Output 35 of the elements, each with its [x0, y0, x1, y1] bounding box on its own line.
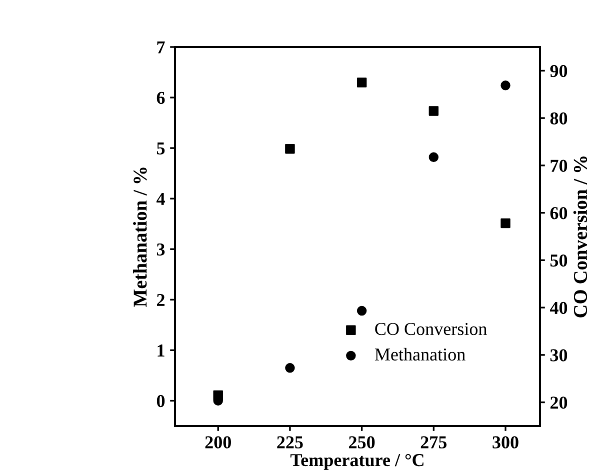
y-tick-label: 0	[156, 394, 165, 408]
y2-tick-label: 80	[550, 112, 568, 125]
point	[428, 106, 439, 116]
y2-tick-label: 50	[550, 254, 568, 267]
x-tick-label: 200	[205, 436, 231, 448]
point	[500, 80, 510, 90]
point	[428, 152, 439, 162]
y2-tick-label: 60	[550, 207, 568, 220]
y-tick-label: 5	[156, 142, 165, 155]
point	[213, 390, 223, 400]
y2-tick-label: 40	[550, 302, 568, 314]
y-tick-label: 3	[156, 243, 165, 256]
x-tick-label: 250	[349, 436, 375, 448]
y2-tick-label: 30	[550, 349, 568, 362]
y2-tick-label: 20	[550, 396, 568, 409]
x-axis-title: Temperature / °C	[290, 454, 424, 470]
x-tick-label: 275	[420, 436, 447, 448]
y-tick-label: 2	[157, 294, 164, 306]
y-tick-label: 7	[157, 41, 165, 54]
y-tick-label: 4	[156, 192, 165, 205]
x-tick-label: 225	[277, 436, 303, 448]
point	[356, 306, 367, 316]
x-tick-label: 300	[492, 436, 518, 448]
legend-label: Methanation	[374, 348, 466, 361]
y-tick-label: 1	[158, 344, 164, 356]
y-axis-title: Methanation / %	[133, 168, 147, 307]
y2-tick-label: 90	[550, 64, 568, 78]
point	[285, 144, 295, 154]
y-tick-label: 6	[156, 92, 165, 104]
legend-label: CO Conversion	[375, 322, 487, 336]
point	[356, 78, 367, 88]
point	[285, 363, 295, 373]
y2-axis-title: CO Conversion / %	[573, 156, 588, 318]
point	[500, 218, 510, 228]
y2-tick-label: 70	[550, 160, 568, 172]
